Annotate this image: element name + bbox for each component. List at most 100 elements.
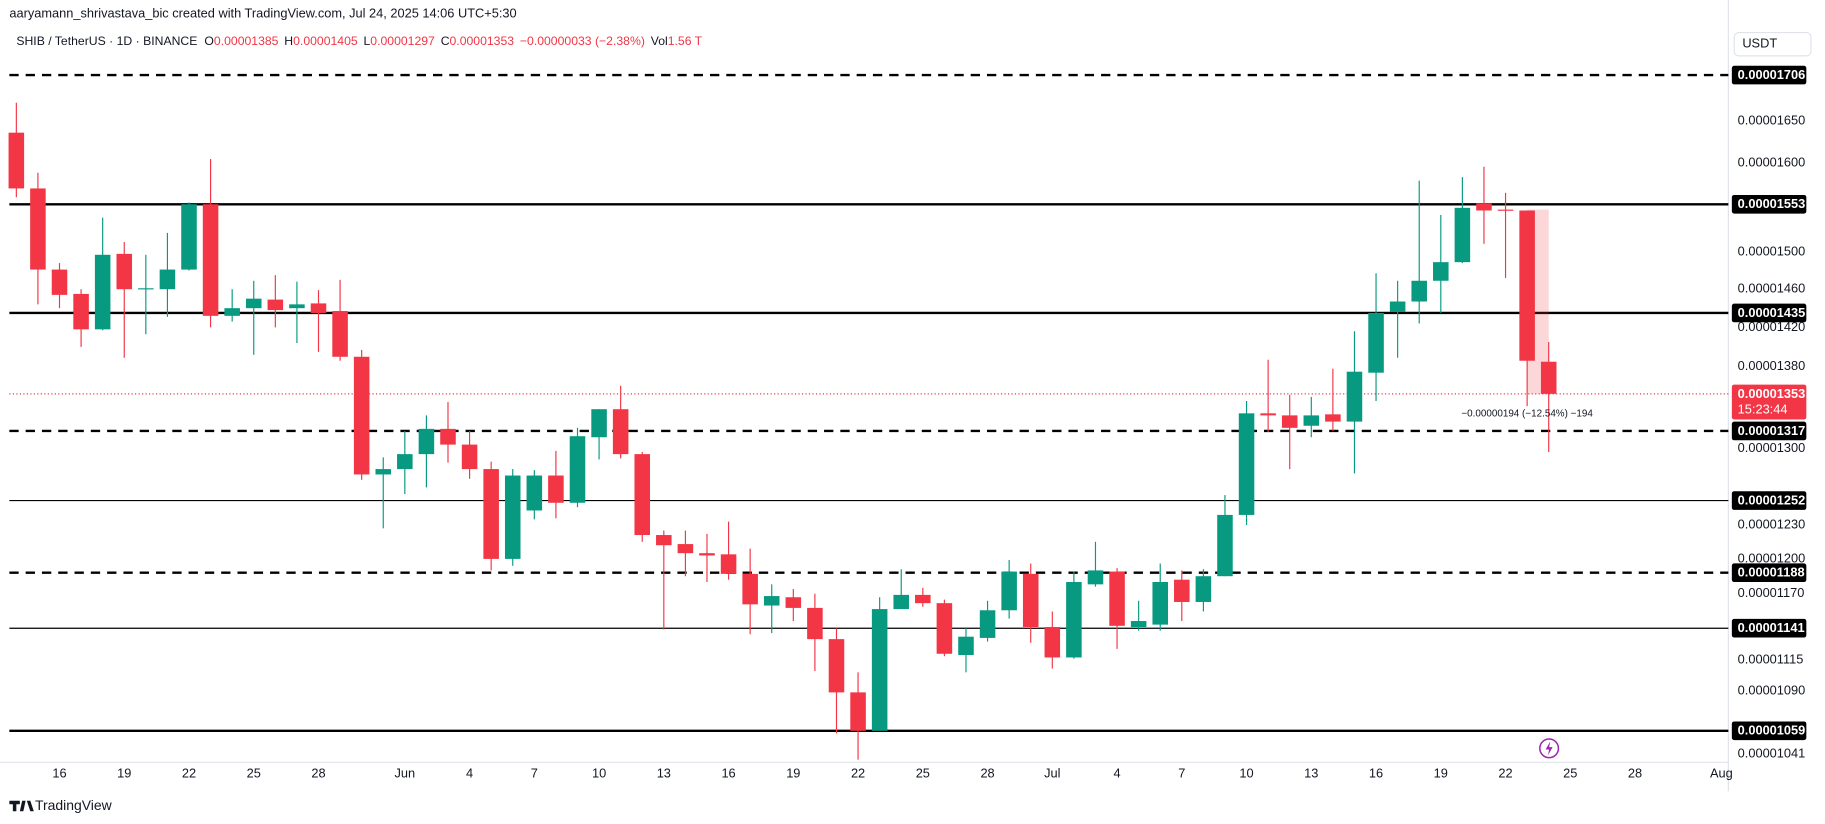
ohlc-value: 0.00001405 xyxy=(293,34,358,48)
candle-body xyxy=(1238,413,1255,515)
candle-body xyxy=(1001,571,1017,611)
level-badge xyxy=(1731,303,1807,323)
candle-body xyxy=(742,573,758,605)
candle-body xyxy=(1130,621,1147,628)
candle-body xyxy=(871,609,888,731)
candle-body xyxy=(1303,415,1320,426)
candle-body xyxy=(893,594,909,610)
candle-body xyxy=(1281,415,1298,428)
candle-body xyxy=(181,204,197,270)
candle-body xyxy=(720,554,737,574)
candle-body xyxy=(94,254,111,330)
candle-body xyxy=(677,544,694,554)
level-label: 0.00001435 xyxy=(1738,305,1806,320)
lightning-icon[interactable] xyxy=(1539,738,1560,759)
x-tick-label: 22 xyxy=(1498,765,1512,780)
candle-body xyxy=(807,607,823,640)
candle-body xyxy=(116,253,133,290)
candle-body xyxy=(1325,414,1341,422)
x-tick-label: 10 xyxy=(592,765,606,780)
level-label: 0.00001188 xyxy=(1738,565,1805,580)
candle-body xyxy=(1260,413,1276,416)
y-tick-label: 0.00001460 xyxy=(1738,281,1806,296)
level-label: 0.00001706 xyxy=(1738,67,1806,82)
level-label: 0.00001059 xyxy=(1738,723,1806,738)
last-price-label: 0.00001353 xyxy=(1738,386,1806,401)
ohlc-value: 0.00001385 xyxy=(214,34,279,48)
y-tick-label: 0.00001600 xyxy=(1738,155,1806,170)
candle-body xyxy=(461,444,478,470)
x-tick-label: 19 xyxy=(1434,765,1448,780)
currency-box[interactable] xyxy=(1733,32,1812,57)
candle-body xyxy=(504,475,521,559)
x-tick-label: Aug xyxy=(1710,765,1733,780)
candle-body xyxy=(1217,514,1233,577)
candle-body xyxy=(1195,576,1212,602)
measure-label: −0.00000194 (−12.54%) −194 xyxy=(1461,408,1593,419)
candle-body xyxy=(245,298,262,309)
candle-body xyxy=(375,469,392,475)
candle-body xyxy=(1174,579,1190,602)
ohlc-key: C xyxy=(441,34,450,48)
level-badge xyxy=(1731,194,1807,214)
candle-body xyxy=(915,594,931,604)
x-tick-label: 16 xyxy=(721,765,735,780)
vol-key: Vol xyxy=(651,34,668,48)
candle-body xyxy=(612,409,629,455)
candle-body xyxy=(267,299,284,311)
candle-body xyxy=(397,454,413,470)
level-badge xyxy=(1731,421,1807,441)
y-tick-label: 0.00001200 xyxy=(1738,550,1806,565)
candle-body xyxy=(332,311,348,357)
currency[interactable]: USDT xyxy=(1742,36,1777,51)
y-tick-label: 0.00001420 xyxy=(1738,319,1806,334)
y-tick-label: 0.00001170 xyxy=(1738,585,1805,600)
x-tick-label: 22 xyxy=(182,765,196,780)
level-badge xyxy=(1731,563,1807,583)
x-tick-label: Jul xyxy=(1044,765,1060,780)
candle-body xyxy=(979,610,996,638)
candle-body xyxy=(483,469,499,559)
level-label: 0.00001141 xyxy=(1738,620,1805,635)
candle-body xyxy=(656,535,672,546)
vol-value: 1.56 T xyxy=(668,34,703,48)
candle-body xyxy=(1368,312,1384,373)
candle-body xyxy=(1497,209,1514,211)
candle-body xyxy=(224,308,240,316)
level-badge xyxy=(1731,618,1807,638)
candle-body xyxy=(958,636,974,656)
y-tick-label: 0.00001300 xyxy=(1738,440,1806,455)
candle-body xyxy=(1152,582,1168,625)
countdown: 15:23:44 xyxy=(1738,402,1788,417)
y-tick-label: 0.00001230 xyxy=(1738,516,1806,531)
change: −0.00000033 (−2.38%) xyxy=(520,34,645,48)
x-tick-label: 22 xyxy=(851,765,865,780)
ohlc-value: 0.00001297 xyxy=(370,34,435,48)
candle-body xyxy=(1087,570,1104,585)
candle-body xyxy=(1389,301,1406,313)
x-tick-label: 19 xyxy=(786,765,800,780)
y-tick-label: 0.00001500 xyxy=(1738,243,1806,258)
x-tick-label: 13 xyxy=(1304,765,1318,780)
x-tick-label: 16 xyxy=(52,765,66,780)
candle-body xyxy=(73,293,89,330)
level-badge xyxy=(1731,65,1807,85)
x-tick-label: 16 xyxy=(1369,765,1383,780)
candle-body xyxy=(828,639,845,693)
author-line: aaryamann_shrivastava_bic created with T… xyxy=(9,5,516,20)
candle-body xyxy=(440,428,456,445)
ohlc-key: L xyxy=(364,34,371,48)
x-tick-label: 25 xyxy=(247,765,261,780)
candle-body xyxy=(8,132,25,189)
candle-body xyxy=(1044,627,1061,658)
ohlc-value: 0.00001353 xyxy=(450,34,515,48)
candle-body xyxy=(1433,262,1449,281)
x-tick-label: 13 xyxy=(657,765,671,780)
x-tick-label: 10 xyxy=(1239,765,1253,780)
candle-body xyxy=(1109,571,1125,626)
candle-body xyxy=(310,303,327,313)
level-badge xyxy=(1731,721,1807,741)
candle-body xyxy=(548,475,564,503)
